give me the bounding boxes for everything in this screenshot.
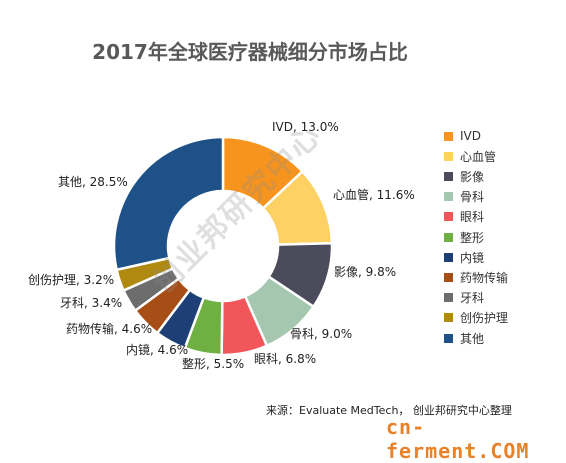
legend-item-牙科: 牙科 (444, 290, 484, 306)
source-note: 来源：Evaluate MedTech， 创业邦研究中心整理 (266, 404, 512, 417)
legend-item-创伤护理: 创伤护理 (444, 310, 508, 326)
legend-label: IVD (460, 129, 481, 143)
legend-item-整形: 整形 (444, 229, 484, 245)
legend-item-其他: 其他 (444, 330, 484, 346)
data-label-IVD: IVD, 13.0% (272, 120, 339, 134)
legend-label: 整形 (460, 230, 485, 245)
slice-其他 (112, 135, 225, 272)
legend-label: 药物传输 (460, 270, 509, 285)
legend-swatch (444, 151, 453, 161)
legend-item-药物传输: 药物传输 (444, 269, 508, 285)
site-watermark: cn-ferment.COM (386, 415, 566, 463)
data-label-眼科: 眼科, 6.8% (254, 352, 316, 366)
legend-swatch (444, 212, 453, 222)
legend-item-骨科: 骨科 (444, 189, 484, 205)
legend-label: 影像 (460, 169, 485, 184)
data-label-其他: 其他, 28.5% (58, 175, 128, 189)
legend-swatch (444, 252, 453, 262)
site-suffix: .COM (477, 439, 530, 463)
legend-label: 其他 (460, 331, 485, 346)
legend-item-内镜: 内镜 (444, 249, 484, 265)
legend-label: 内镜 (460, 250, 485, 265)
legend-swatch (444, 171, 453, 181)
data-label-创伤护理: 创伤护理, 3.2% (28, 273, 114, 287)
legend-item-眼科: 眼科 (444, 209, 484, 225)
legend-label: 牙科 (460, 291, 485, 306)
legend-item-心血管: 心血管 (444, 148, 496, 164)
legend-swatch (444, 313, 453, 323)
legend-swatch (444, 272, 453, 282)
site-name: cn-ferment (386, 415, 478, 463)
legend-swatch (444, 192, 453, 202)
legend-label: 骨科 (460, 190, 485, 205)
legend-label: 眼科 (460, 210, 485, 225)
legend-label: 创伤护理 (460, 311, 509, 326)
legend-swatch (444, 333, 453, 343)
legend-item-影像: 影像 (444, 168, 484, 184)
legend-swatch (444, 131, 453, 141)
data-label-整形: 整形, 5.5% (182, 356, 244, 371)
legend-label: 心血管 (460, 149, 497, 164)
data-label-内镜: 内镜, 4.6% (126, 342, 188, 357)
data-label-牙科: 牙科, 3.4% (60, 296, 122, 310)
legend-swatch (444, 293, 453, 303)
donut-chart: IVD, 13.0% 心血管, 11.6% 影像, 9.8% 骨科, 9.0% 眼科, … (28, 120, 415, 371)
data-label-骨科: 骨科, 9.0% (290, 327, 352, 341)
data-label-药物传输: 药物传输, 4.6% (66, 321, 152, 336)
legend-swatch (444, 232, 453, 242)
data-label-影像: 影像, 9.8% (334, 265, 396, 279)
legend-item-IVD: IVD (444, 128, 481, 144)
chart-title: 2017年全球医疗器械细分市场占比 (92, 40, 408, 64)
data-label-心血管: 心血管, 11.6% (333, 187, 415, 202)
